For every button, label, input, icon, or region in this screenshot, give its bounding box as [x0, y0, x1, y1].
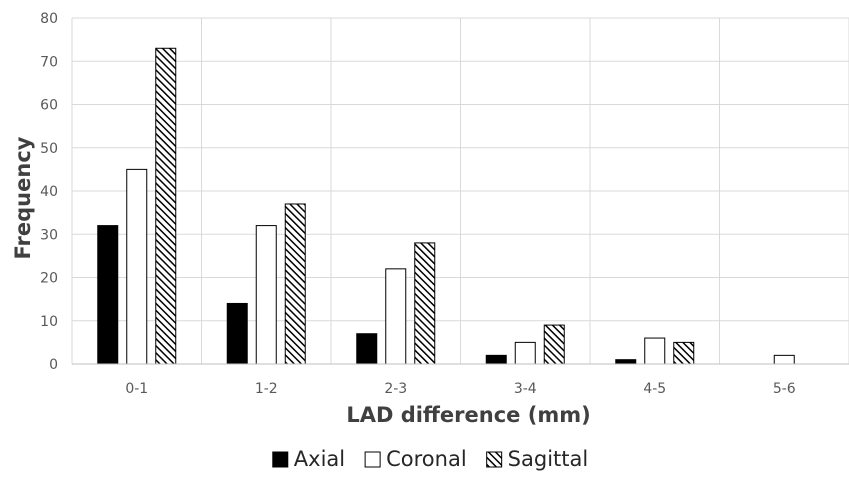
- bar-sagittal: [414, 242, 436, 365]
- legend-swatch-axial: [272, 451, 289, 468]
- bar-coronal: [385, 268, 407, 365]
- y-tick-label: 80: [40, 11, 58, 27]
- x-tick-label: 3-4: [514, 381, 537, 397]
- y-tick-label: 20: [40, 271, 58, 287]
- x-tick-label: 2-3: [384, 381, 407, 397]
- bar-axial: [226, 302, 248, 365]
- bar-sagittal: [155, 47, 177, 365]
- legend-swatch-sagittal: [486, 451, 503, 468]
- legend-swatch-coronal: [364, 451, 381, 468]
- y-tick-label: 40: [40, 184, 58, 200]
- x-tick-label: 0-1: [125, 381, 148, 397]
- x-axis-title: LAD difference (mm): [346, 403, 590, 427]
- bar-axial: [485, 354, 507, 365]
- y-tick-label: 60: [40, 98, 58, 114]
- bar-axial: [615, 359, 637, 365]
- bar-coronal: [773, 354, 795, 365]
- y-axis-title: Frequency: [11, 136, 35, 259]
- bar-coronal: [644, 337, 666, 365]
- y-tick-label: 30: [40, 227, 58, 243]
- y-tick-label: 0: [49, 357, 58, 373]
- bar-axial: [356, 333, 378, 365]
- bars: [97, 47, 795, 365]
- legend: Axial Coronal Sagittal: [272, 447, 589, 471]
- bar-coronal: [126, 168, 148, 365]
- bar-coronal: [255, 225, 277, 365]
- bar-sagittal: [673, 341, 695, 365]
- legend-label-coronal: Coronal: [386, 447, 467, 471]
- bar-coronal: [514, 341, 536, 365]
- x-tick-label: 4-5: [643, 381, 666, 397]
- grid-lines: [71, 17, 849, 364]
- y-tick-label: 50: [40, 141, 58, 157]
- bar-sagittal: [284, 203, 306, 365]
- y-tick-label: 70: [40, 54, 58, 70]
- bar-axial: [97, 225, 119, 365]
- x-tick-label: 5-6: [773, 381, 796, 397]
- x-tick-label: 1-2: [255, 381, 278, 397]
- legend-label-axial: Axial: [294, 447, 345, 471]
- axes: 0 10 20 30 40 50 60 70 80 0-1 1-2 2-3 3-4 4-5 5-6: [40, 11, 849, 397]
- y-tick-label: 10: [40, 314, 58, 330]
- legend-label-sagittal: Sagittal: [508, 447, 589, 471]
- bar-sagittal: [543, 324, 565, 365]
